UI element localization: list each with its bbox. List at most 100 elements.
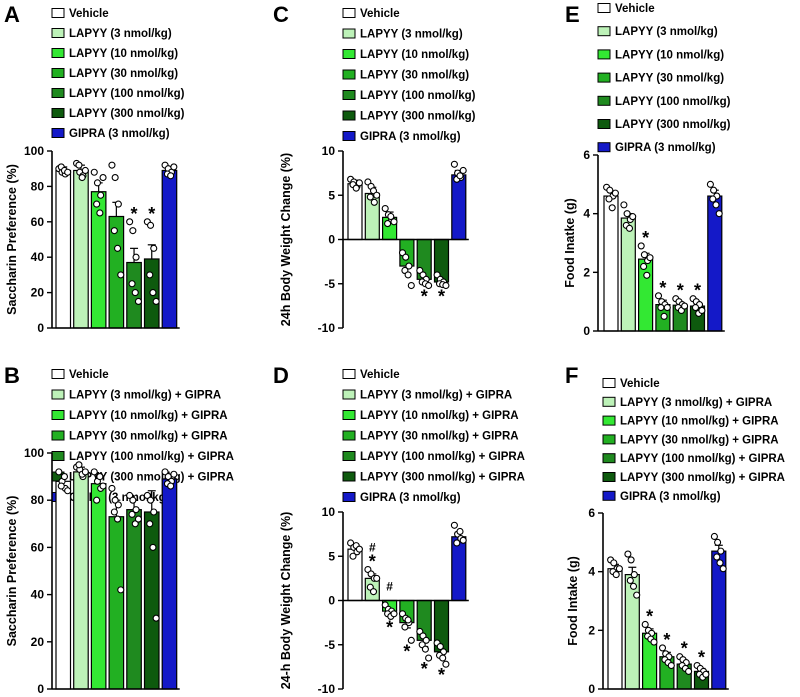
legend-label: LAPYY (10 nmol/kg) — [360, 49, 469, 61]
legend-swatch — [602, 453, 616, 464]
y-tick-label: 0 — [588, 682, 595, 696]
legend-swatch — [342, 28, 356, 39]
data-point — [355, 179, 363, 187]
significance-star: * — [681, 639, 688, 659]
data-point — [93, 200, 101, 208]
data-point — [93, 496, 101, 504]
data-point — [167, 482, 175, 490]
data-point — [640, 262, 648, 271]
y-tick-label: 40 — [31, 250, 45, 264]
data-point — [114, 200, 122, 208]
data-point — [81, 468, 89, 476]
y-tick-label: 80 — [31, 179, 45, 193]
y-tick-label: -10 — [318, 321, 336, 335]
legend-label: LAPYY (100 nmol/kg) + GIPRA — [620, 453, 785, 465]
data-point — [369, 588, 378, 596]
data-point — [147, 221, 155, 229]
data-point — [97, 191, 105, 199]
bar — [90, 483, 107, 690]
data-point — [422, 636, 430, 644]
legend-swatch — [597, 3, 611, 13]
y-tick-label: 60 — [31, 540, 45, 554]
legend-label: LAPYY (100 nmol/kg) + GIPRA — [69, 451, 234, 463]
data-point — [55, 468, 63, 476]
legend-swatch — [342, 451, 356, 461]
legend-swatch — [51, 451, 65, 461]
legend-label: LAPYY (3 nmol/kg) — [615, 26, 718, 38]
y-axis-label: Saccharin Preference (%) — [5, 164, 19, 315]
data-point — [143, 491, 151, 500]
data-point — [657, 303, 665, 312]
y-tick-label: 20 — [31, 286, 45, 300]
legend-swatch — [342, 492, 356, 502]
significance-star: * — [438, 287, 445, 307]
legend-swatch — [597, 95, 611, 106]
legend-label: LAPYY (30 nmol/kg) + GIPRA — [620, 434, 779, 446]
significance-star: * — [386, 617, 393, 637]
data-point — [355, 545, 363, 553]
legend-swatch — [51, 28, 65, 38]
legend-label: LAPYY (30 nmol/kg) — [360, 70, 469, 82]
legend-label: LAPYY (300 nmol/kg) — [615, 119, 731, 131]
data-point — [108, 484, 116, 492]
data-point — [710, 186, 718, 194]
data-point — [442, 281, 450, 290]
data-point — [654, 292, 663, 300]
hash-marker: # — [386, 580, 393, 594]
y-tick-label: -5 — [324, 638, 335, 652]
data-point — [715, 210, 723, 218]
significance-star: * — [438, 665, 445, 685]
y-tick-label: 40 — [31, 588, 45, 602]
y-axis-label: Food Intake (g) — [566, 556, 580, 646]
data-point — [713, 553, 721, 561]
legend-label: LAPYY (3 nmol/kg) — [360, 29, 463, 41]
y-tick-label: 6 — [583, 148, 590, 162]
y-tick-label: 10 — [322, 505, 336, 519]
y-tick-label: 0 — [328, 233, 335, 247]
significance-star: * — [663, 630, 670, 650]
legend-swatch — [602, 434, 616, 445]
data-point — [615, 565, 623, 573]
data-point — [75, 161, 83, 169]
legend-swatch — [597, 26, 611, 37]
y-tick-label: 5 — [328, 549, 335, 563]
bar — [161, 478, 178, 690]
legend-label: LAPYY (3 nmol/kg) — [69, 28, 172, 40]
data-point — [126, 218, 134, 226]
data-point — [627, 556, 635, 564]
significance-star: * — [148, 204, 155, 224]
data-point — [660, 312, 668, 320]
data-point — [717, 547, 725, 555]
legend-label: GIPRA (3 nmol/kg) — [360, 131, 461, 143]
legend-swatch — [51, 108, 65, 118]
legend-swatch — [597, 49, 611, 60]
significance-star: * — [677, 281, 684, 301]
y-tick-label: 2 — [588, 623, 595, 637]
legend-label: LAPYY (300 nmol/kg) + GIPRA — [360, 472, 525, 484]
legend-label: LAPYY (100 nmol/kg) — [615, 96, 731, 108]
data-point — [75, 461, 83, 469]
y-tick-label: 10 — [322, 144, 336, 158]
data-point — [390, 610, 398, 618]
data-point — [387, 212, 395, 221]
legend-swatch — [342, 471, 356, 482]
data-point — [405, 262, 413, 270]
y-axis-label: 24h Body Weight Change (%) — [279, 153, 293, 326]
legend-label: LAPYY (10 nmol/kg) — [615, 49, 724, 61]
data-point — [152, 297, 160, 306]
data-point — [99, 174, 107, 182]
bar — [73, 169, 89, 329]
bar — [607, 568, 623, 690]
y-tick-label: 0 — [37, 682, 44, 696]
bar — [143, 511, 160, 690]
legend-label: GIPRA (3 nmol/kg) — [69, 128, 170, 140]
data-point — [111, 174, 119, 182]
significance-star: * — [369, 552, 376, 572]
y-tick-label: 6 — [588, 506, 595, 520]
y-axis-label: Saccharin Preference (%) — [5, 496, 19, 647]
data-point — [450, 521, 458, 529]
bar — [73, 471, 89, 690]
y-tick-label: 20 — [31, 635, 45, 649]
data-point — [78, 174, 86, 182]
data-point — [623, 210, 631, 218]
